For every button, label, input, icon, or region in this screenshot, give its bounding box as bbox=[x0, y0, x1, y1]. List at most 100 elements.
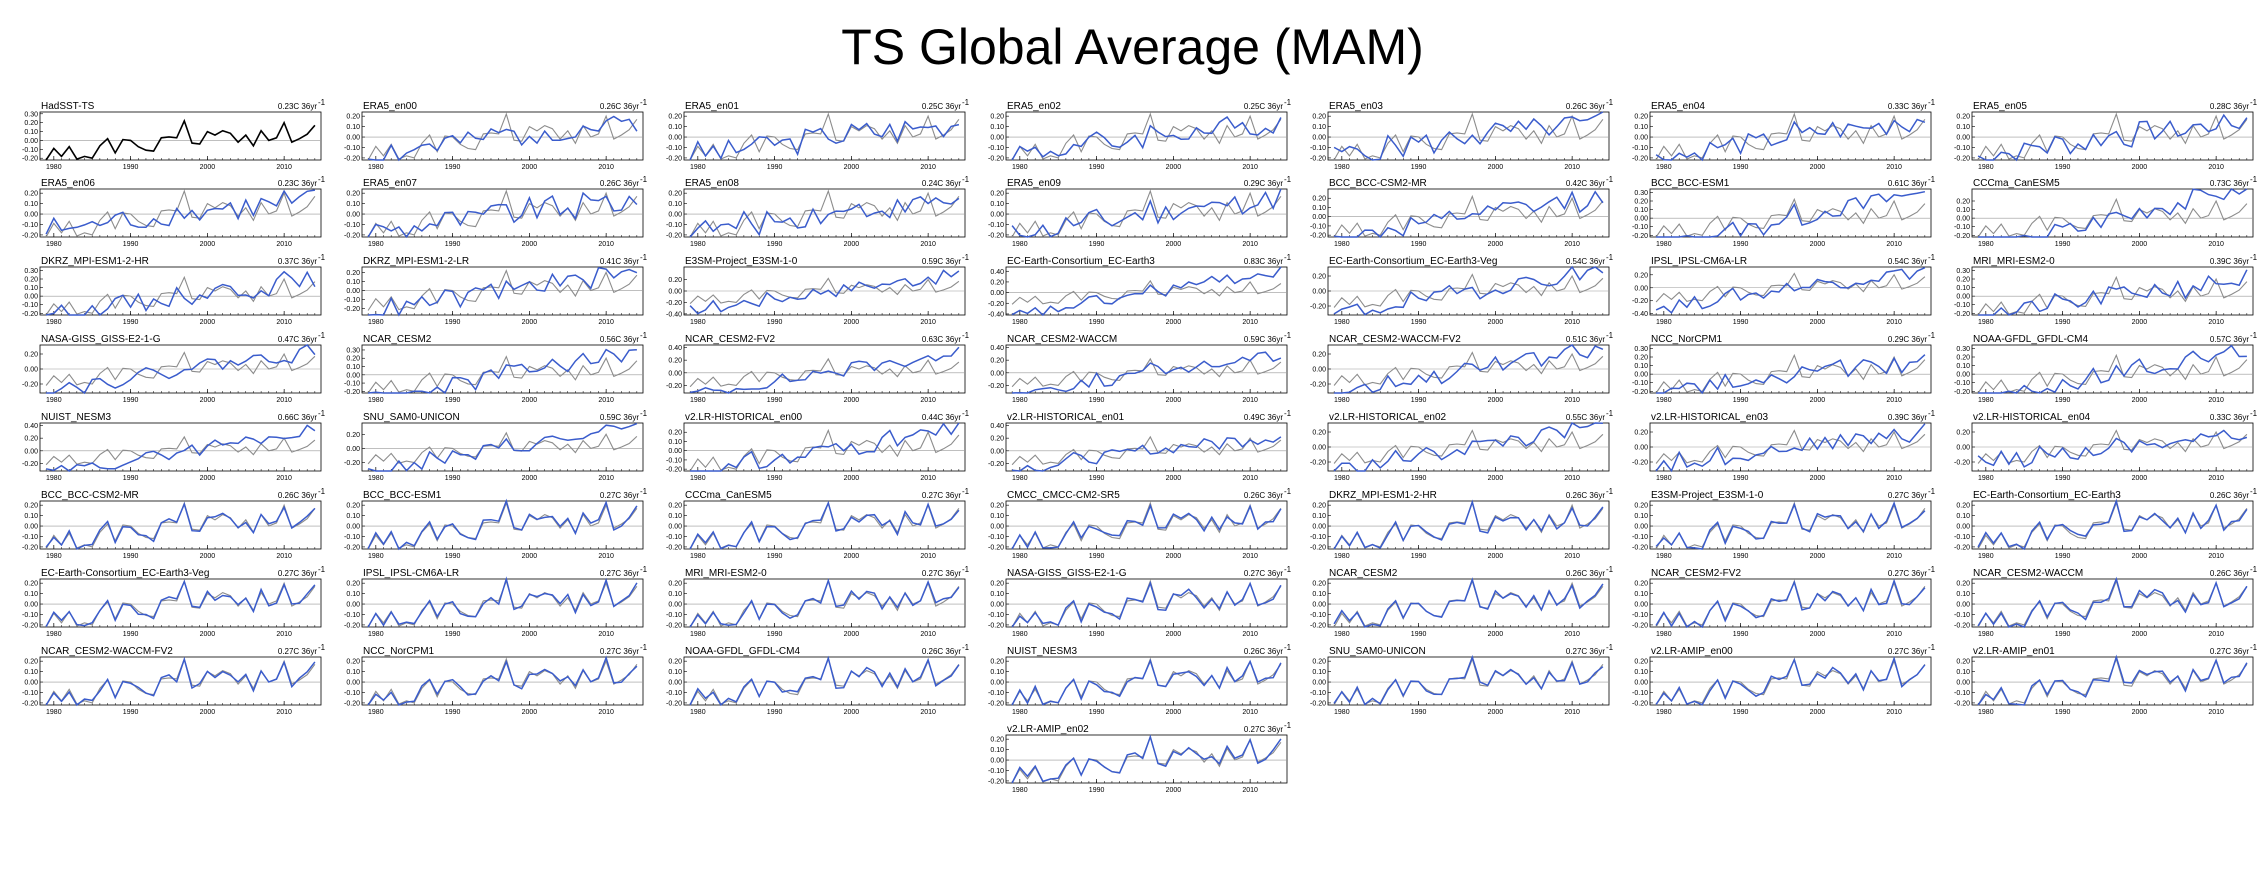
y-tick-label: 0.10 bbox=[1956, 207, 1970, 214]
x-tick-label: 1980 bbox=[1978, 709, 1994, 716]
y-tick-label: 0.10 bbox=[24, 129, 38, 136]
y-tick-label: 0.20 bbox=[1312, 274, 1326, 281]
y-tick-label: 0.10 bbox=[24, 591, 38, 598]
panel-title: BCC_BCC-CSM2-MR bbox=[41, 490, 139, 501]
trend-exponent: -1 bbox=[2250, 565, 2258, 574]
x-tick-label: 1980 bbox=[1012, 241, 1028, 248]
y-tick-label: -0.20 bbox=[666, 467, 682, 474]
figure-title: TS Global Average (MAM) bbox=[841, 19, 1424, 75]
y-tick-label: -0.20 bbox=[22, 311, 38, 318]
panel-title: NUIST_NESM3 bbox=[1007, 646, 1077, 657]
y-tick-label: 0.10 bbox=[1634, 207, 1648, 214]
y-tick-label: -0.20 bbox=[988, 700, 1004, 707]
x-tick-label: 2010 bbox=[1564, 397, 1580, 404]
timeseries-panel: NASA-GISS_GISS-E2-1-G 0.27C 36yr -1 0.20 0.1… bbox=[976, 565, 1298, 647]
x-tick-label: 2010 bbox=[2208, 631, 2224, 638]
x-tick-label: 1990 bbox=[1089, 319, 1105, 326]
x-tick-label: 1980 bbox=[1978, 397, 1994, 404]
trend-exponent: -1 bbox=[1606, 643, 1614, 652]
panel-svg: BCC_BCC-CSM2-MR 0.26C 36yr -1 0.20 0.10 0.00 -… bbox=[22, 487, 326, 560]
y-tick-label: 0.00 bbox=[990, 290, 1004, 297]
y-tick-label: 0.00 bbox=[990, 602, 1004, 609]
x-tick-label: 1980 bbox=[1334, 631, 1350, 638]
model-line bbox=[368, 266, 638, 317]
x-tick-label: 1990 bbox=[445, 553, 461, 560]
y-tick-label: 0.00 bbox=[24, 680, 38, 687]
y-tick-label: 0.00 bbox=[24, 367, 38, 374]
panel-svg: v2.LR-HISTORICAL_en01 0.49C 36yr -1 0.40 0.2… bbox=[988, 409, 1292, 482]
x-tick-label: 1980 bbox=[1012, 553, 1028, 560]
y-tick-label: 0.00 bbox=[1634, 285, 1648, 292]
timeseries-panel: BCC_BCC-ESM1 0.61C 36yr -1 0.30 0.20 0.10 0.00… bbox=[1620, 175, 1942, 257]
panel-svg: NCAR_CESM2-WACCM 0.26C 36yr -1 0.20 0.10 0.00… bbox=[1954, 565, 2258, 638]
trend-exponent: -1 bbox=[640, 331, 648, 340]
timeseries-panel: CCCma_CanESM5 0.73C 36yr -1 0.20 0.10 0.00 -0.… bbox=[1942, 175, 2264, 257]
trend-exponent: -1 bbox=[962, 331, 970, 340]
trend-exponent: -1 bbox=[1928, 98, 1936, 107]
panel-svg: CCCma_CanESM5 0.27C 36yr -1 0.20 0.10 0.00 -0.… bbox=[666, 487, 970, 560]
panel-trend-label: 0.59C 36yr bbox=[922, 257, 961, 266]
timeseries-panel: v2.LR-AMIP_en01 0.27C 36yr -1 0.20 0.10 0.00 -… bbox=[1942, 643, 2264, 725]
plot-frame bbox=[1971, 111, 2254, 161]
y-tick-label: -0.10 bbox=[1954, 302, 1970, 309]
y-tick-label: -0.20 bbox=[1954, 700, 1970, 707]
x-tick-label: 1980 bbox=[1656, 709, 1672, 716]
panel-svg: ERA5_en01 0.25C 36yr -1 0.20 0.10 0.00 -0.10 -0… bbox=[666, 98, 970, 171]
y-tick-label: 0.00 bbox=[990, 370, 1004, 377]
plot-frame bbox=[1649, 111, 1932, 161]
panel-title: NCAR_CESM2-FV2 bbox=[685, 334, 775, 345]
y-tick-label: 0.10 bbox=[346, 364, 360, 371]
plot-frame bbox=[1327, 500, 1610, 550]
model-line bbox=[1012, 351, 1282, 394]
plot-frame bbox=[361, 422, 644, 472]
y-tick-label: 0.20 bbox=[1634, 430, 1648, 437]
panel-trend-label: 0.39C 36yr bbox=[1888, 413, 1927, 422]
y-tick-label: 0.20 bbox=[668, 277, 682, 284]
y-tick-label: -0.10 bbox=[22, 690, 38, 697]
y-tick-label: -0.10 bbox=[22, 302, 38, 309]
observation-line bbox=[45, 118, 316, 161]
model-line bbox=[1333, 499, 1604, 550]
panel-title: ERA5_en00 bbox=[363, 101, 417, 112]
y-tick-label: -0.20 bbox=[1310, 544, 1326, 551]
panel-trend-label: 0.66C 36yr bbox=[278, 413, 317, 422]
x-tick-label: 2000 bbox=[1810, 319, 1826, 326]
y-tick-label: -0.10 bbox=[988, 690, 1004, 697]
y-tick-label: -0.20 bbox=[1632, 155, 1648, 162]
y-tick-label: 0.20 bbox=[24, 191, 38, 198]
plot-frame bbox=[39, 656, 322, 706]
x-tick-label: 1990 bbox=[767, 475, 783, 482]
x-tick-label: 2000 bbox=[522, 475, 538, 482]
trend-exponent: -1 bbox=[640, 487, 648, 496]
y-tick-label: -0.10 bbox=[344, 690, 360, 697]
x-tick-label: 2010 bbox=[920, 709, 936, 716]
x-tick-label: 1990 bbox=[767, 631, 783, 638]
panel-trend-label: 0.26C 36yr bbox=[1566, 102, 1605, 111]
x-tick-label: 2000 bbox=[1488, 319, 1504, 326]
y-tick-label: 0.20 bbox=[990, 279, 1004, 286]
trend-exponent: -1 bbox=[2250, 253, 2258, 262]
y-tick-label: 0.10 bbox=[990, 747, 1004, 754]
trend-exponent: -1 bbox=[1606, 98, 1614, 107]
x-tick-label: 2010 bbox=[1886, 475, 1902, 482]
plot-frame bbox=[1649, 266, 1932, 316]
x-tick-label: 1990 bbox=[2055, 631, 2071, 638]
x-tick-label: 2000 bbox=[844, 631, 860, 638]
y-tick-label: 0.20 bbox=[990, 358, 1004, 365]
x-tick-label: 1980 bbox=[690, 319, 706, 326]
y-tick-label: 0.00 bbox=[1634, 445, 1648, 452]
y-tick-label: 0.10 bbox=[668, 201, 682, 208]
y-tick-label: -0.10 bbox=[1310, 612, 1326, 619]
panel-title: ERA5_en08 bbox=[685, 178, 739, 189]
panel-svg: E3SM-Project_E3SM-1-0 0.27C 36yr -1 0.20 0.1… bbox=[1632, 487, 1936, 560]
plot-frame bbox=[361, 500, 644, 550]
y-tick-label: 0.20 bbox=[1312, 114, 1326, 121]
x-tick-label: 2000 bbox=[1166, 709, 1182, 716]
trend-exponent: -1 bbox=[1606, 331, 1614, 340]
y-tick-label: 0.00 bbox=[1956, 216, 1970, 223]
timeseries-panel: MRI_MRI-ESM2-0 0.27C 36yr -1 0.20 0.10 0.00 -0… bbox=[654, 565, 976, 647]
y-tick-label: 0.20 bbox=[1956, 277, 1970, 284]
reference-line bbox=[1011, 435, 1282, 466]
x-tick-label: 2000 bbox=[2132, 709, 2148, 716]
panel-svg: NCAR_CESM2-FV2 0.63C 36yr -1 0.40 0.20 0.00 -0… bbox=[666, 331, 970, 404]
